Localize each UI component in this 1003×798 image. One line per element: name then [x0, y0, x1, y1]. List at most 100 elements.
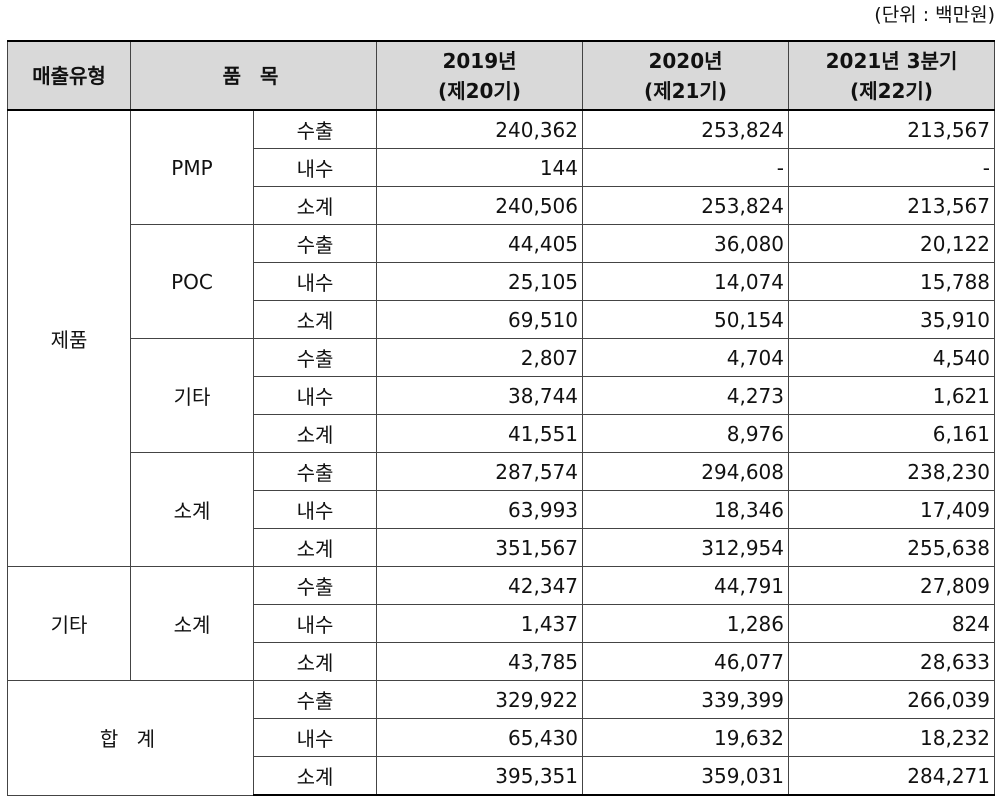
- row-kind: 소계: [252, 642, 378, 681]
- header-2020-year: 2020년: [648, 48, 723, 73]
- value-2021: 1,621: [788, 376, 996, 415]
- table-row: 내수 25,105 14,074 15,788: [8, 262, 996, 301]
- total-label-cell: 합 계: [7, 680, 254, 796]
- header-2021-period: (제22기): [850, 78, 933, 103]
- value-2019: 44,405: [376, 224, 584, 263]
- header-2021-year: 2021년 3분기: [825, 48, 958, 73]
- row-kind: 수출: [252, 109, 378, 149]
- total-row: 소계 395,351 359,031 284,271: [8, 756, 996, 796]
- value-2020: 312,954: [582, 528, 790, 567]
- value-2021: 27,809: [788, 566, 996, 605]
- value-2020: -: [582, 148, 790, 187]
- header-sales-type: 매출유형: [7, 40, 131, 111]
- value-2020: 4,704: [582, 338, 790, 377]
- table-body: 제품 PMP 수출 240,362 253,824 213,567 내수 144- - 소계 240…: [7, 109, 996, 796]
- value-2021: 6,161: [788, 414, 996, 453]
- header-2019-period: (제20기): [438, 78, 521, 103]
- total-row: 내수 65,430 19,632 18,232: [8, 718, 996, 757]
- value-2019: 38,744: [376, 376, 584, 415]
- value-2021: 4,540: [788, 338, 996, 377]
- value-2020: 4,273: [582, 376, 790, 415]
- value-2019: 1,437: [376, 604, 584, 643]
- table-row: 내수 38,744 4,273 1,621: [8, 376, 996, 415]
- value-2020: 18,346: [582, 490, 790, 529]
- value-2020: 339,399: [582, 680, 790, 719]
- row-kind: 소계: [252, 528, 378, 567]
- header-2019-year: 2019년: [442, 48, 517, 73]
- row-kind: 수출: [252, 452, 378, 491]
- sales-type-cell: 제품: [7, 109, 131, 567]
- value-2019: 240,506: [376, 186, 584, 225]
- table-row: 소계 351,567 312,954 255,638: [8, 528, 996, 567]
- value-2020: 1,286: [582, 604, 790, 643]
- row-kind: 내수: [252, 262, 378, 301]
- value-2021: 213,567: [788, 186, 996, 225]
- row-kind: 내수: [252, 718, 378, 757]
- value-2019: 287,574: [376, 452, 584, 491]
- value-2021: 18,232: [788, 718, 996, 757]
- table-row: 내수 63,993 18,346 17,409: [8, 490, 996, 529]
- value-2021: 255,638: [788, 528, 996, 567]
- value-2020: 8,976: [582, 414, 790, 453]
- row-kind: 수출: [252, 566, 378, 605]
- value-2021: 284,271: [788, 756, 996, 796]
- value-2019: 25,105: [376, 262, 584, 301]
- value-2021: 35,910: [788, 300, 996, 339]
- total-row: 합 계 수출 329,922 339,399 266,039: [7, 680, 996, 796]
- value-2019: 351,567: [376, 528, 584, 567]
- value-2019: 43,785: [376, 642, 584, 681]
- row-kind: 내수: [252, 376, 378, 415]
- item-name-cell: POC: [130, 224, 254, 339]
- value-2020: 50,154: [582, 300, 790, 339]
- header-2019: 2019년 (제20기): [376, 40, 584, 111]
- value-2020: 253,824: [582, 109, 790, 149]
- row-kind: 내수: [252, 490, 378, 529]
- header-2020-period: (제21기): [644, 78, 727, 103]
- value-2021: 28,633: [788, 642, 996, 681]
- row-kind: 수출: [252, 338, 378, 377]
- value-2020: 253,824: [582, 186, 790, 225]
- value-2020: 14,074: [582, 262, 790, 301]
- item-name-cell: 소계: [130, 452, 254, 567]
- value-2019: 63,993: [376, 490, 584, 529]
- value-2019: 42,347: [376, 566, 584, 605]
- row-kind: 수출: [252, 680, 378, 719]
- value-2021: 17,409: [788, 490, 996, 529]
- row-kind: 소계: [252, 186, 378, 225]
- value-2019: 41,551: [376, 414, 584, 453]
- sales-type-cell: 기타: [7, 566, 131, 681]
- table-row: 기타 수출 2,807 4,704 4,540: [8, 338, 996, 453]
- value-2020: 36,080: [582, 224, 790, 263]
- row-kind: 수출: [252, 224, 378, 263]
- sales-table: 매출유형 품 목 2019년 (제20기) 2020년 (제21기) 2021년…: [7, 40, 996, 796]
- value-2019: 65,430: [376, 718, 584, 757]
- value-2021: 824: [788, 604, 996, 643]
- value-2020: 359,031: [582, 756, 790, 796]
- value-2021: 20,122: [788, 224, 996, 263]
- row-kind: 소계: [252, 300, 378, 339]
- value-2021: -: [788, 148, 996, 187]
- value-2019: 395,351: [376, 756, 584, 796]
- value-2019: 329,922: [376, 680, 584, 719]
- value-2021: 266,039: [788, 680, 996, 719]
- value-2019: 144: [376, 148, 584, 187]
- header-2021: 2021년 3분기 (제22기): [788, 40, 996, 111]
- row-kind: 내수: [252, 604, 378, 643]
- value-2019: 2,807: [376, 338, 584, 377]
- row-kind: 소계: [252, 756, 378, 796]
- table-row: 제품 PMP 수출 240,362 253,824 213,567: [7, 109, 996, 567]
- value-2020: 19,632: [582, 718, 790, 757]
- value-2021: 15,788: [788, 262, 996, 301]
- item-name-cell: PMP: [130, 109, 254, 225]
- table-row: 소계 43,785 46,077 28,633: [8, 642, 996, 681]
- value-2021: 238,230: [788, 452, 996, 491]
- row-kind: 내수: [252, 148, 378, 187]
- value-2020: 46,077: [582, 642, 790, 681]
- row-kind: 소계: [252, 414, 378, 453]
- unit-note: (단위 : 백만원): [874, 4, 995, 26]
- value-2020: 44,791: [582, 566, 790, 605]
- item-name-cell: 기타: [130, 338, 254, 453]
- header-2020: 2020년 (제21기): [582, 40, 790, 111]
- value-2019: 240,362: [376, 109, 584, 149]
